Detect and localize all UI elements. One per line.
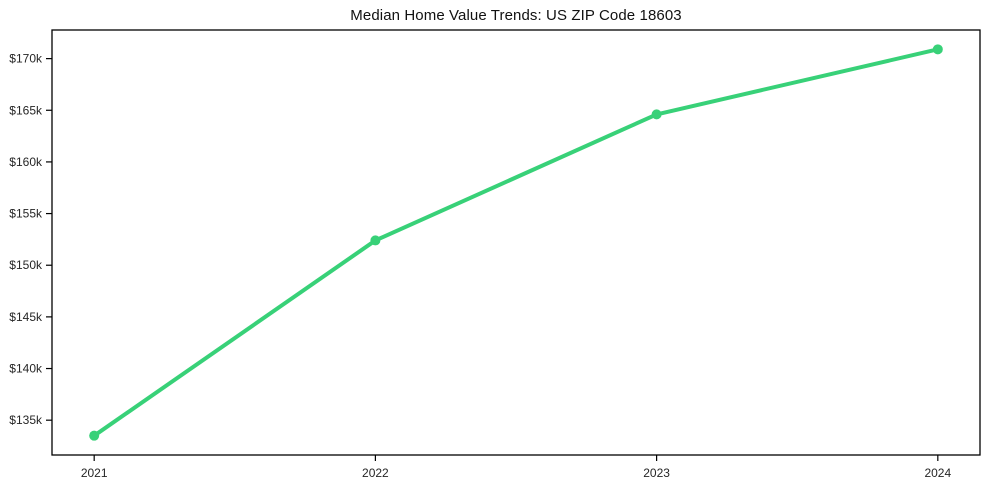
y-tick-label: $145k (9, 310, 43, 324)
y-tick-label: $165k (9, 103, 43, 117)
plot-area: $135k $140k $145k $150k $155k $160k $165k $170k… (9, 29, 981, 480)
x-tick-label: 2022 (362, 466, 389, 480)
data-point-marker (370, 235, 381, 246)
data-line (92, 47, 940, 438)
data-point-marker (932, 44, 943, 55)
data-point-marker (89, 430, 100, 441)
y-tick-label: $135k (9, 413, 43, 427)
axes-frame (51, 29, 981, 456)
x-tick-label: 2023 (643, 466, 670, 480)
x-tick-label: 2021 (81, 466, 108, 480)
x-tick-label: 2024 (924, 466, 951, 480)
y-tick-label: $170k (9, 52, 43, 66)
y-tick-label: $140k (9, 362, 43, 376)
y-tick-label: $155k (9, 207, 43, 221)
data-point-marker (651, 109, 662, 120)
y-tick-label: $160k (9, 155, 43, 169)
y-tick-label: $150k (9, 258, 43, 272)
chart-title: Median Home Value Trends: US ZIP Code 18… (350, 7, 682, 24)
